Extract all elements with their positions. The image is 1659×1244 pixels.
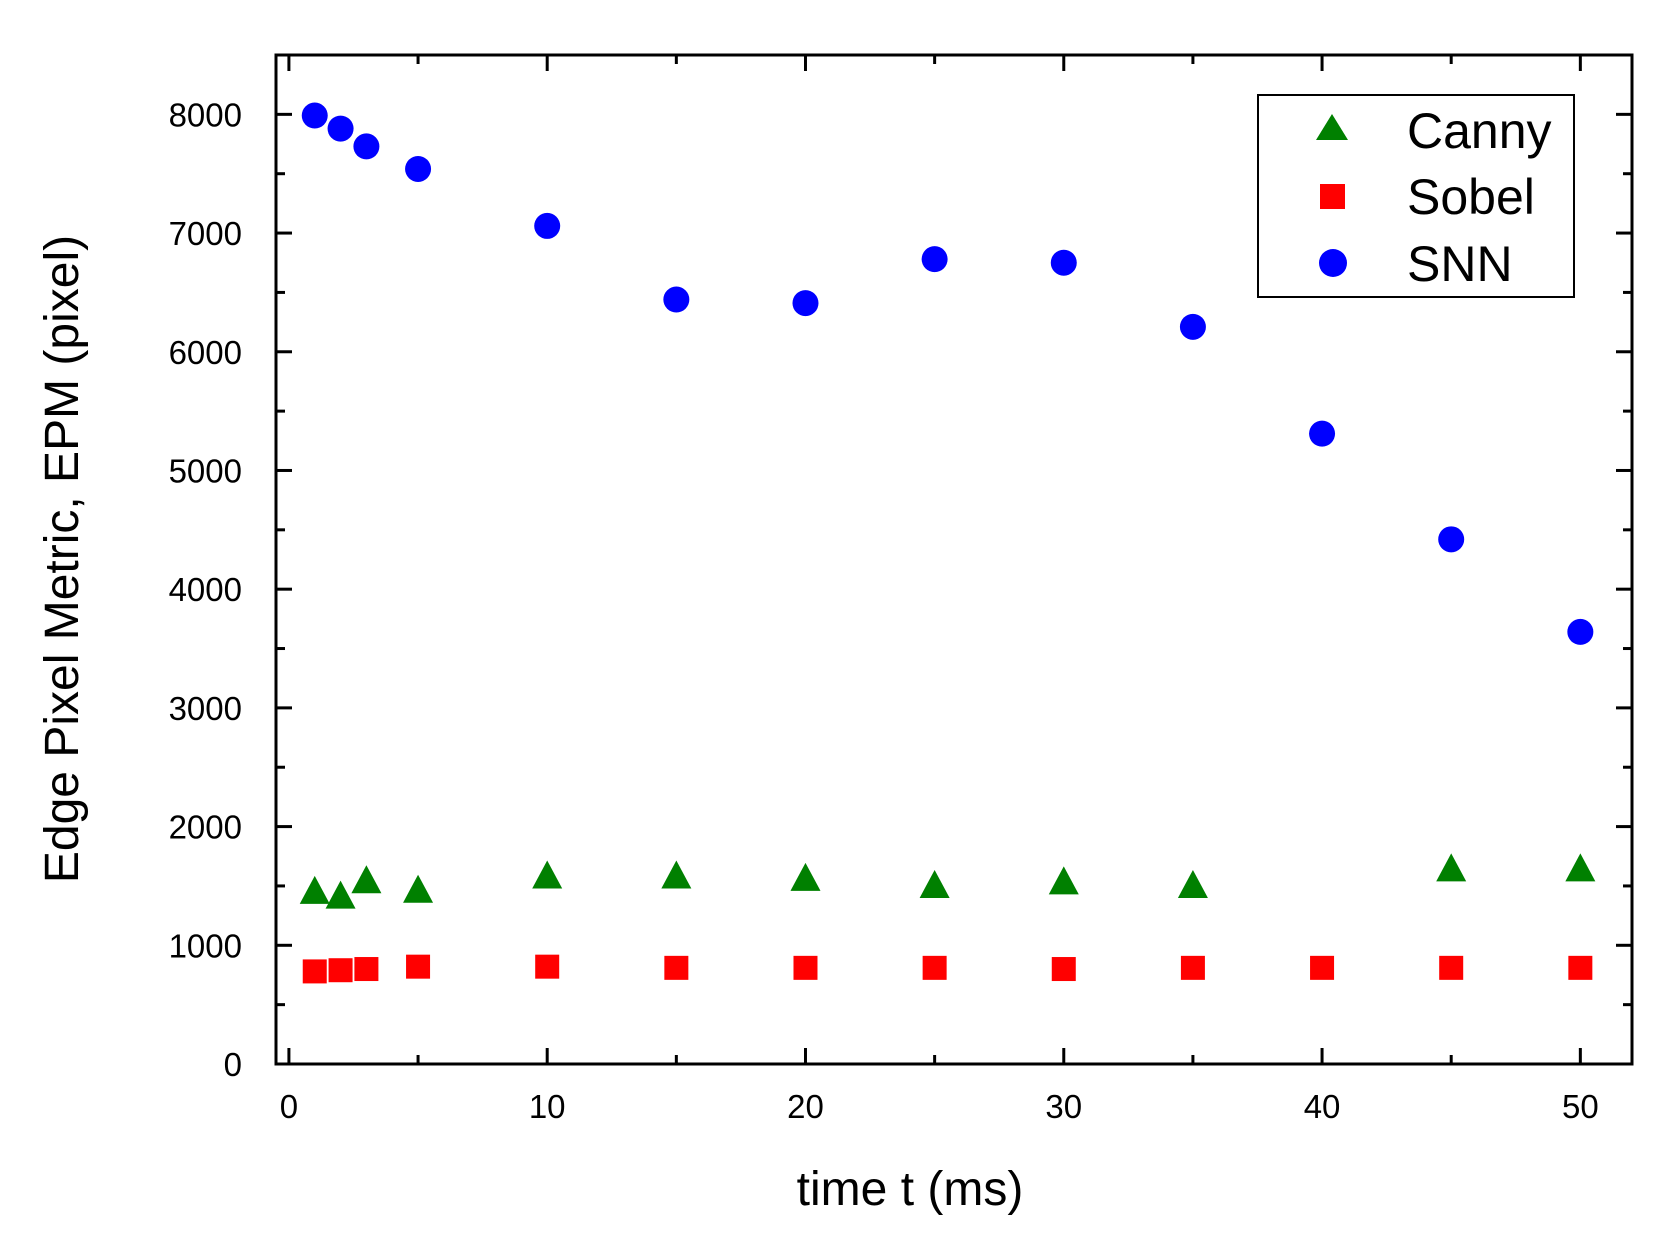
legend-label-snn: SNN xyxy=(1407,236,1513,292)
x-tick-label: 50 xyxy=(1562,1088,1599,1125)
data-point-snn xyxy=(353,133,380,160)
x-axis-ticks: 0 10 20 30 40 50 xyxy=(280,55,1599,1125)
y-tick-label: 8000 xyxy=(169,96,242,133)
plot-frame xyxy=(274,53,1634,1066)
data-point-canny xyxy=(661,860,692,889)
x-tick-label: 40 xyxy=(1304,1088,1341,1125)
data-point-sobel xyxy=(793,955,818,980)
data-point-snn xyxy=(301,102,328,129)
x-axis-title: time t (ms) xyxy=(797,1163,1024,1216)
data-point-snn xyxy=(921,246,948,273)
legend-label-sobel: Sobel xyxy=(1407,169,1535,225)
y-tick-label: 4000 xyxy=(169,571,242,608)
data-point-snn xyxy=(1309,420,1336,447)
data-point-canny xyxy=(1048,866,1079,895)
data-point-sobel xyxy=(1310,955,1335,980)
data-point-sobel xyxy=(1180,955,1205,980)
legend-marker-sobel xyxy=(1320,184,1345,209)
data-point-snn xyxy=(1567,618,1594,645)
legend-box xyxy=(1257,94,1575,298)
y-tick-label: 5000 xyxy=(169,452,242,489)
data-point-sobel xyxy=(406,954,431,979)
data-point-snn xyxy=(405,155,432,182)
x-tick-label: 30 xyxy=(1045,1088,1082,1125)
data-point-canny xyxy=(919,869,950,898)
y-tick-label: 3000 xyxy=(169,690,242,727)
data-point-sobel xyxy=(1051,957,1076,982)
data-point-sobel xyxy=(922,955,947,980)
x-tick-label: 20 xyxy=(787,1088,824,1125)
data-point-snn xyxy=(1179,313,1206,340)
data-point-snn xyxy=(1050,249,1077,276)
data-point-canny xyxy=(351,865,382,894)
data-point-canny xyxy=(1177,869,1208,898)
data-point-canny xyxy=(299,875,330,904)
data-point-canny xyxy=(1565,853,1596,882)
data-point-sobel xyxy=(328,958,353,983)
data-point-sobel xyxy=(1568,955,1593,980)
data-point-sobel xyxy=(535,954,560,979)
data-points xyxy=(299,102,1596,984)
data-point-canny xyxy=(1436,853,1467,882)
y-tick-label: 6000 xyxy=(169,334,242,371)
data-point-canny xyxy=(325,880,356,909)
data-point-sobel xyxy=(302,959,327,984)
y-tick-label: 1000 xyxy=(169,927,242,964)
legend: Canny Sobel SNN xyxy=(1257,94,1575,298)
x-tick-label: 10 xyxy=(529,1088,566,1125)
y-axis-title: Edge Pixel Metric, EPM (pixel) xyxy=(36,235,89,883)
data-point-sobel xyxy=(354,957,379,982)
legend-label-canny: Canny xyxy=(1407,103,1552,159)
data-point-snn xyxy=(327,115,354,142)
x-tick-label: 0 xyxy=(280,1088,298,1125)
data-point-canny xyxy=(532,860,563,889)
data-point-snn xyxy=(1438,526,1465,553)
y-tick-label: 2000 xyxy=(169,809,242,846)
y-tick-label: 0 xyxy=(224,1046,242,1083)
legend-marker-snn xyxy=(1319,249,1347,277)
data-point-sobel xyxy=(664,955,689,980)
data-point-snn xyxy=(792,290,819,317)
data-point-snn xyxy=(663,286,690,313)
y-tick-label: 7000 xyxy=(169,215,242,252)
data-point-sobel xyxy=(1439,955,1464,980)
y-axis-ticks: 0 1000 2000 3000 4000 5000 6000 7000 8000 xyxy=(169,53,1632,1083)
legend-marker-canny xyxy=(1316,114,1348,140)
data-point-canny xyxy=(790,862,821,891)
data-point-snn xyxy=(534,212,561,239)
data-point-canny xyxy=(403,874,434,903)
